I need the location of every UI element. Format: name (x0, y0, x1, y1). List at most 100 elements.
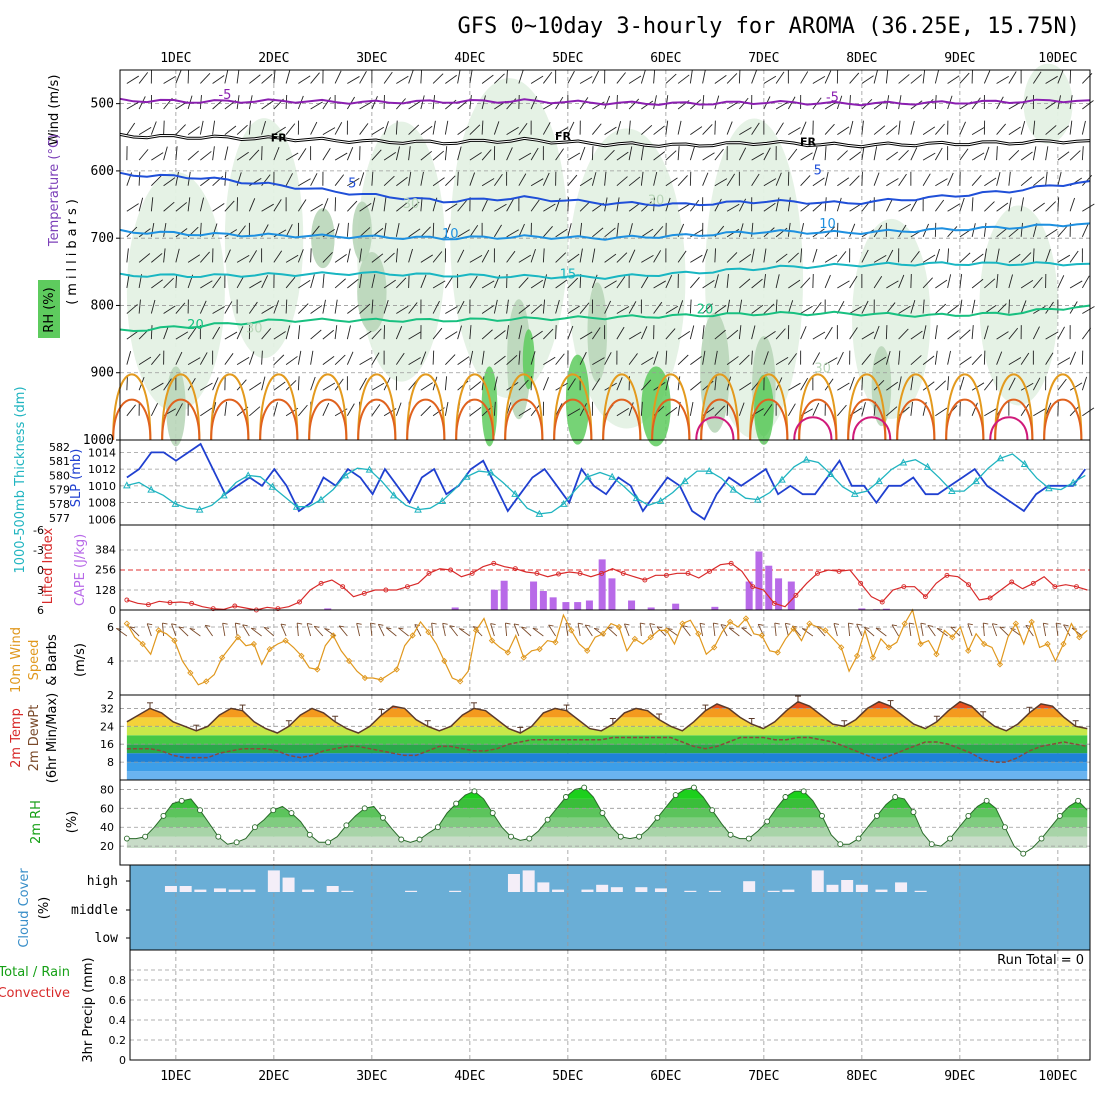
precip-tick-label: 0.4 (109, 1014, 127, 1027)
wind-barb (285, 123, 296, 135)
wind-barb (334, 278, 346, 289)
wind-barb (493, 174, 503, 186)
wind-barb (200, 151, 212, 161)
wind-barb (738, 69, 741, 84)
wind-barb (579, 248, 583, 263)
isotherm-25 (847, 373, 887, 441)
wind-speed-marker (266, 645, 273, 653)
cloud-panel: high middle low (71, 864, 1091, 951)
high-cloud-bar (302, 889, 315, 892)
wind-barb (763, 248, 767, 263)
wind-barb-flag (442, 622, 448, 625)
wind-barb (738, 402, 745, 416)
precip-tick-label: 0.2 (109, 1034, 127, 1047)
wind-barb (1045, 228, 1058, 238)
wind-barb (935, 407, 948, 417)
isotherm-25 (308, 373, 348, 441)
wind-barb (518, 223, 525, 238)
wind-barb-10m (377, 624, 385, 637)
cape-bar (628, 600, 636, 610)
rh-tick-label: 60 (100, 802, 114, 815)
wind-barb-10m (306, 623, 312, 637)
wind-barb (885, 351, 891, 365)
lifted-index-marker (1052, 584, 1058, 590)
wind-barb (788, 252, 799, 263)
wind-barb (187, 254, 201, 263)
wind-barb (1020, 151, 1033, 161)
wind-barb (555, 127, 568, 135)
upper-air-labels: Wind (m/s) Temperature (°C) (millibars) … (38, 75, 80, 338)
wind-barb (371, 328, 382, 340)
fr-label: FR (555, 130, 572, 143)
wind-barb-flag (222, 622, 228, 625)
wind-barb (249, 280, 262, 289)
rh2m-labels: 2m RH (%) (29, 800, 80, 844)
wind-speed-marker (218, 654, 226, 661)
temp-label-3: (6hr Min/Max) (45, 693, 60, 783)
wind-barb (236, 254, 250, 263)
wind-barb (739, 354, 750, 365)
wind-barb-flag (178, 626, 184, 629)
wind-barb (567, 305, 580, 314)
wind-barb (640, 171, 644, 186)
wind-barb (322, 198, 329, 212)
wind-barb (383, 252, 395, 263)
wind-barb (163, 277, 174, 289)
wind-barb (444, 146, 448, 161)
wind-barb (959, 197, 965, 212)
wind-barb (1020, 197, 1024, 212)
wind-barb (543, 226, 553, 238)
isotherm-30 (161, 398, 201, 441)
wind-barb (996, 248, 1000, 263)
wind-barb (812, 352, 821, 365)
high-cloud-bar (194, 889, 207, 892)
wind-barb (800, 277, 811, 289)
wind-barb (824, 254, 838, 263)
wind-barb (628, 98, 640, 110)
lifted-index-marker (944, 572, 950, 578)
wind-barb (849, 95, 851, 110)
wind-barb (984, 201, 995, 212)
cloud-level-label: high (87, 874, 118, 889)
wind-barb (383, 121, 389, 135)
isotherm-25 (945, 373, 985, 441)
wind-barb (261, 275, 269, 289)
rh-shading-dark (641, 366, 671, 447)
temp-band (126, 717, 1088, 727)
wind-barb (922, 277, 933, 289)
wind-barb (542, 248, 545, 263)
wind-barb (126, 304, 138, 314)
thickness-marker (996, 454, 1005, 462)
wind-barb-10m (577, 623, 581, 637)
wind-barb (591, 378, 601, 391)
cloud-level-label: middle (71, 903, 118, 918)
wind-barb (334, 70, 342, 84)
high-cloud-bar (449, 890, 462, 892)
high-cloud-bar (826, 884, 839, 892)
rh-marker (983, 797, 990, 804)
lifted-index-marker (124, 597, 130, 603)
isotherm-25 (259, 373, 299, 441)
wind-barb-flag (585, 624, 591, 627)
wind-barb (861, 171, 863, 186)
wind-barb (690, 199, 700, 212)
isotherm-label: -5 (218, 88, 231, 103)
high-cloud-bar (267, 870, 280, 892)
wind-barb (616, 197, 620, 212)
wind-barb (983, 248, 987, 263)
wind-barb (996, 123, 1007, 135)
high-cloud-bar (914, 890, 927, 892)
wind-barb (959, 356, 972, 366)
bottom-date-label: 7DEC (748, 1069, 779, 1084)
lifted-index-marker (1030, 580, 1036, 586)
wind-barb-10m (863, 627, 875, 637)
wind-barb (604, 352, 612, 365)
wind-barb (579, 201, 591, 212)
wind-barb (1045, 75, 1058, 84)
wind-barb (359, 227, 371, 238)
wind-barb (138, 171, 141, 186)
pressure-tick-label: 1000 (83, 433, 114, 448)
wind-barb (812, 248, 818, 263)
wind-speed-marker (393, 666, 400, 673)
top-date-label: 3DEC (356, 51, 387, 66)
